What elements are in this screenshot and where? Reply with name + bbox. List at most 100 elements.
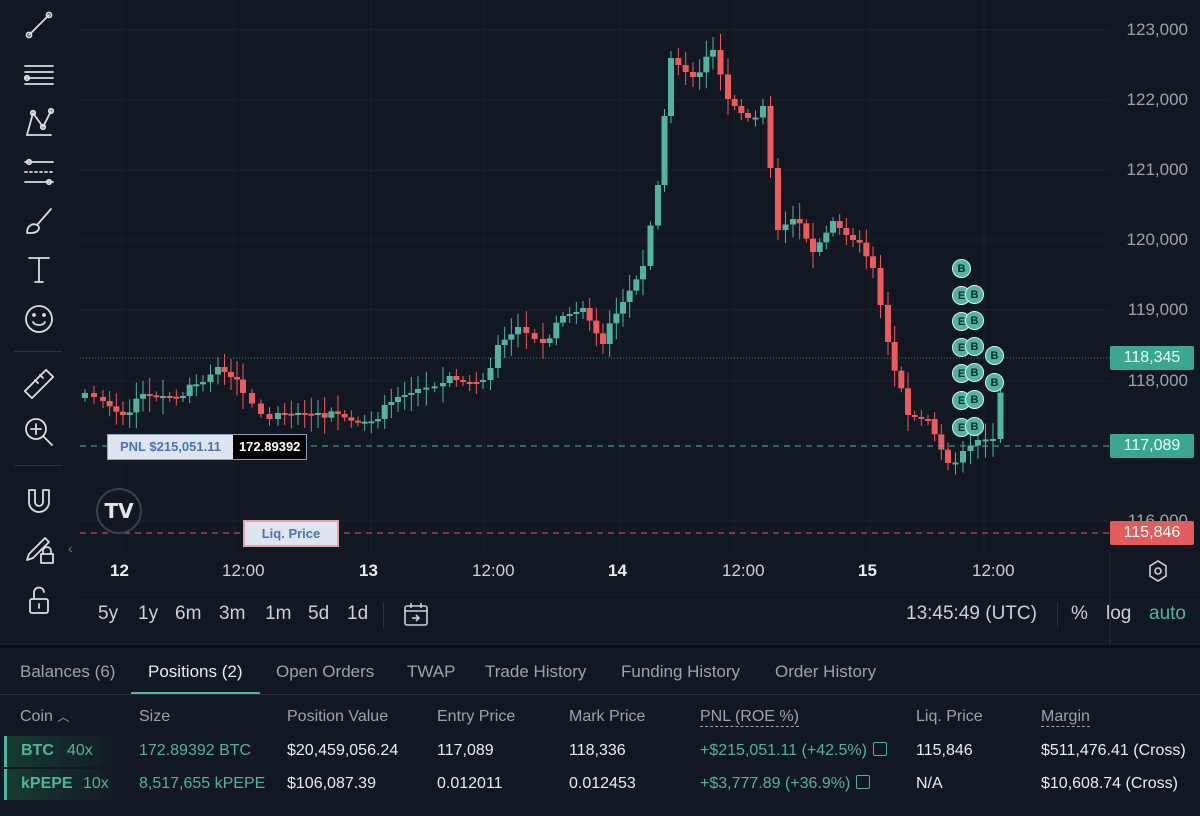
- candle-body: [606, 323, 613, 344]
- horizontal-lines-icon[interactable]: [14, 54, 64, 94]
- candle-body: [301, 413, 308, 415]
- entry-price: 0.012011: [437, 775, 503, 792]
- percent-toggle[interactable]: %: [1071, 603, 1088, 624]
- position-size-value: 172.89392: [232, 435, 307, 459]
- chart-area[interactable]: 123,000 122,000 121,000 120,000 119,000 118,0…: [0, 0, 1200, 645]
- range-button-1d[interactable]: 1d: [347, 603, 369, 624]
- candle-body: [91, 393, 97, 397]
- candle-body: [460, 380, 466, 382]
- coin-name[interactable]: BTC: [21, 742, 54, 759]
- range-button-5d[interactable]: 5d: [308, 603, 330, 624]
- emoji-icon[interactable]: [14, 299, 64, 339]
- candle-body: [931, 419, 938, 435]
- candle-body: [173, 396, 180, 399]
- range-button-3m[interactable]: 3m: [219, 603, 246, 624]
- candle-body: [361, 421, 368, 424]
- margin[interactable]: $10,608.74 (Cross): [1041, 775, 1178, 792]
- pnl-label[interactable]: PNL $215,051.11 172.89392: [107, 434, 308, 460]
- range-button-5y[interactable]: 5y: [98, 603, 119, 624]
- candle-body: [440, 383, 446, 387]
- table-row[interactable]: BTC 40x 172.89392 BTC $20,459,056.24 117…: [0, 736, 1200, 767]
- table-row[interactable]: kPEPE 10x 8,517,655 kPEPE $106,087.39 0.…: [0, 769, 1200, 800]
- buy-marker[interactable]: B: [985, 346, 1004, 365]
- candle-body: [82, 393, 88, 398]
- tradingview-logo[interactable]: TV: [96, 488, 142, 534]
- buy-marker[interactable]: B: [965, 363, 984, 382]
- tab-twap[interactable]: TWAP: [407, 662, 456, 681]
- share-icon[interactable]: [872, 742, 887, 756]
- range-button-1y[interactable]: 1y: [138, 603, 159, 624]
- buy-marker[interactable]: B: [965, 337, 984, 356]
- price-tick-label: 118,000: [1127, 371, 1188, 390]
- liq-price-label[interactable]: Liq. Price: [243, 520, 339, 547]
- trend-line-icon[interactable]: [14, 5, 64, 45]
- share-icon[interactable]: [856, 775, 871, 789]
- range-button-1m[interactable]: 1m: [265, 603, 292, 624]
- candle-body: [395, 397, 401, 402]
- fib-levels-icon[interactable]: [14, 152, 64, 192]
- margin[interactable]: $511,476.41 (Cross): [1041, 742, 1186, 759]
- tab-funding-history[interactable]: Funding History: [621, 662, 741, 681]
- lock-drawing-icon[interactable]: [14, 528, 64, 568]
- candle-body: [388, 402, 395, 405]
- mark-price: 0.012453: [569, 775, 636, 792]
- unlock-icon[interactable]: [14, 580, 64, 620]
- buy-marker[interactable]: B: [965, 417, 984, 436]
- ruler-icon[interactable]: [14, 364, 64, 404]
- utc-clock[interactable]: 13:45:49 (UTC): [906, 603, 1037, 624]
- date-range-icon[interactable]: [402, 601, 430, 629]
- tab-open-orders[interactable]: Open Orders: [276, 662, 375, 681]
- candle-body: [423, 387, 430, 390]
- header-coin[interactable]: Coin ︿: [20, 708, 70, 725]
- candle-body: [508, 334, 515, 340]
- candle-body: [207, 374, 214, 382]
- magnet-icon[interactable]: [14, 480, 64, 520]
- candle-body: [193, 384, 200, 387]
- tab-positions[interactable]: Positions (2): [148, 662, 243, 681]
- brush-icon[interactable]: [14, 201, 64, 241]
- candle-body: [905, 388, 911, 415]
- buy-marker[interactable]: B: [985, 373, 1004, 392]
- pattern-icon[interactable]: [14, 103, 64, 143]
- zoom-in-icon[interactable]: [14, 412, 64, 452]
- tab-order-history[interactable]: Order History: [775, 662, 877, 681]
- candle-body: [982, 439, 989, 442]
- candle-body: [573, 312, 580, 314]
- price-chart[interactable]: [0, 0, 1200, 645]
- pnl[interactable]: +$3,777.89 (+36.9%): [700, 775, 871, 793]
- header-margin[interactable]: Margin: [1041, 708, 1090, 727]
- buy-marker[interactable]: B: [965, 311, 984, 330]
- candle-body: [990, 439, 996, 441]
- header-entry-price[interactable]: Entry Price: [437, 708, 516, 725]
- header-position-value[interactable]: Position Value: [287, 708, 389, 725]
- header-liq-price[interactable]: Liq. Price: [916, 708, 983, 725]
- time-tick-label: 12:00: [222, 561, 265, 580]
- header-size[interactable]: Size: [139, 708, 171, 725]
- pnl[interactable]: +$215,051.11 (+42.5%): [700, 742, 887, 760]
- tab-trade-history[interactable]: Trade History: [485, 662, 587, 681]
- candle-body: [495, 345, 501, 368]
- coin-cell[interactable]: BTC 40x: [4, 736, 122, 767]
- header-pnl[interactable]: PNL (ROE %): [700, 708, 799, 727]
- log-toggle[interactable]: log: [1106, 603, 1132, 624]
- candle-body: [501, 339, 508, 345]
- range-button-6m[interactable]: 6m: [175, 603, 202, 624]
- buy-marker[interactable]: B: [952, 259, 971, 278]
- coin-cell[interactable]: kPEPE 10x: [4, 769, 122, 800]
- chart-grid: [80, 0, 1110, 552]
- coin-name[interactable]: kPEPE: [21, 775, 73, 792]
- candle-body: [668, 58, 674, 116]
- auto-toggle[interactable]: auto: [1149, 603, 1186, 624]
- candle-body: [863, 242, 870, 257]
- candle-body: [877, 268, 884, 305]
- text-icon[interactable]: [14, 250, 64, 290]
- candle-body: [186, 384, 193, 396]
- buy-marker[interactable]: B: [965, 285, 984, 304]
- tab-balances[interactable]: Balances (6): [20, 662, 116, 681]
- settings-gear-icon[interactable]: [1146, 559, 1170, 583]
- buy-marker[interactable]: B: [965, 390, 984, 409]
- header-mark-price[interactable]: Mark Price: [569, 708, 646, 725]
- candle-body: [295, 413, 301, 415]
- collapse-toolbar-icon[interactable]: ‹: [68, 540, 73, 556]
- candle-body: [315, 413, 321, 415]
